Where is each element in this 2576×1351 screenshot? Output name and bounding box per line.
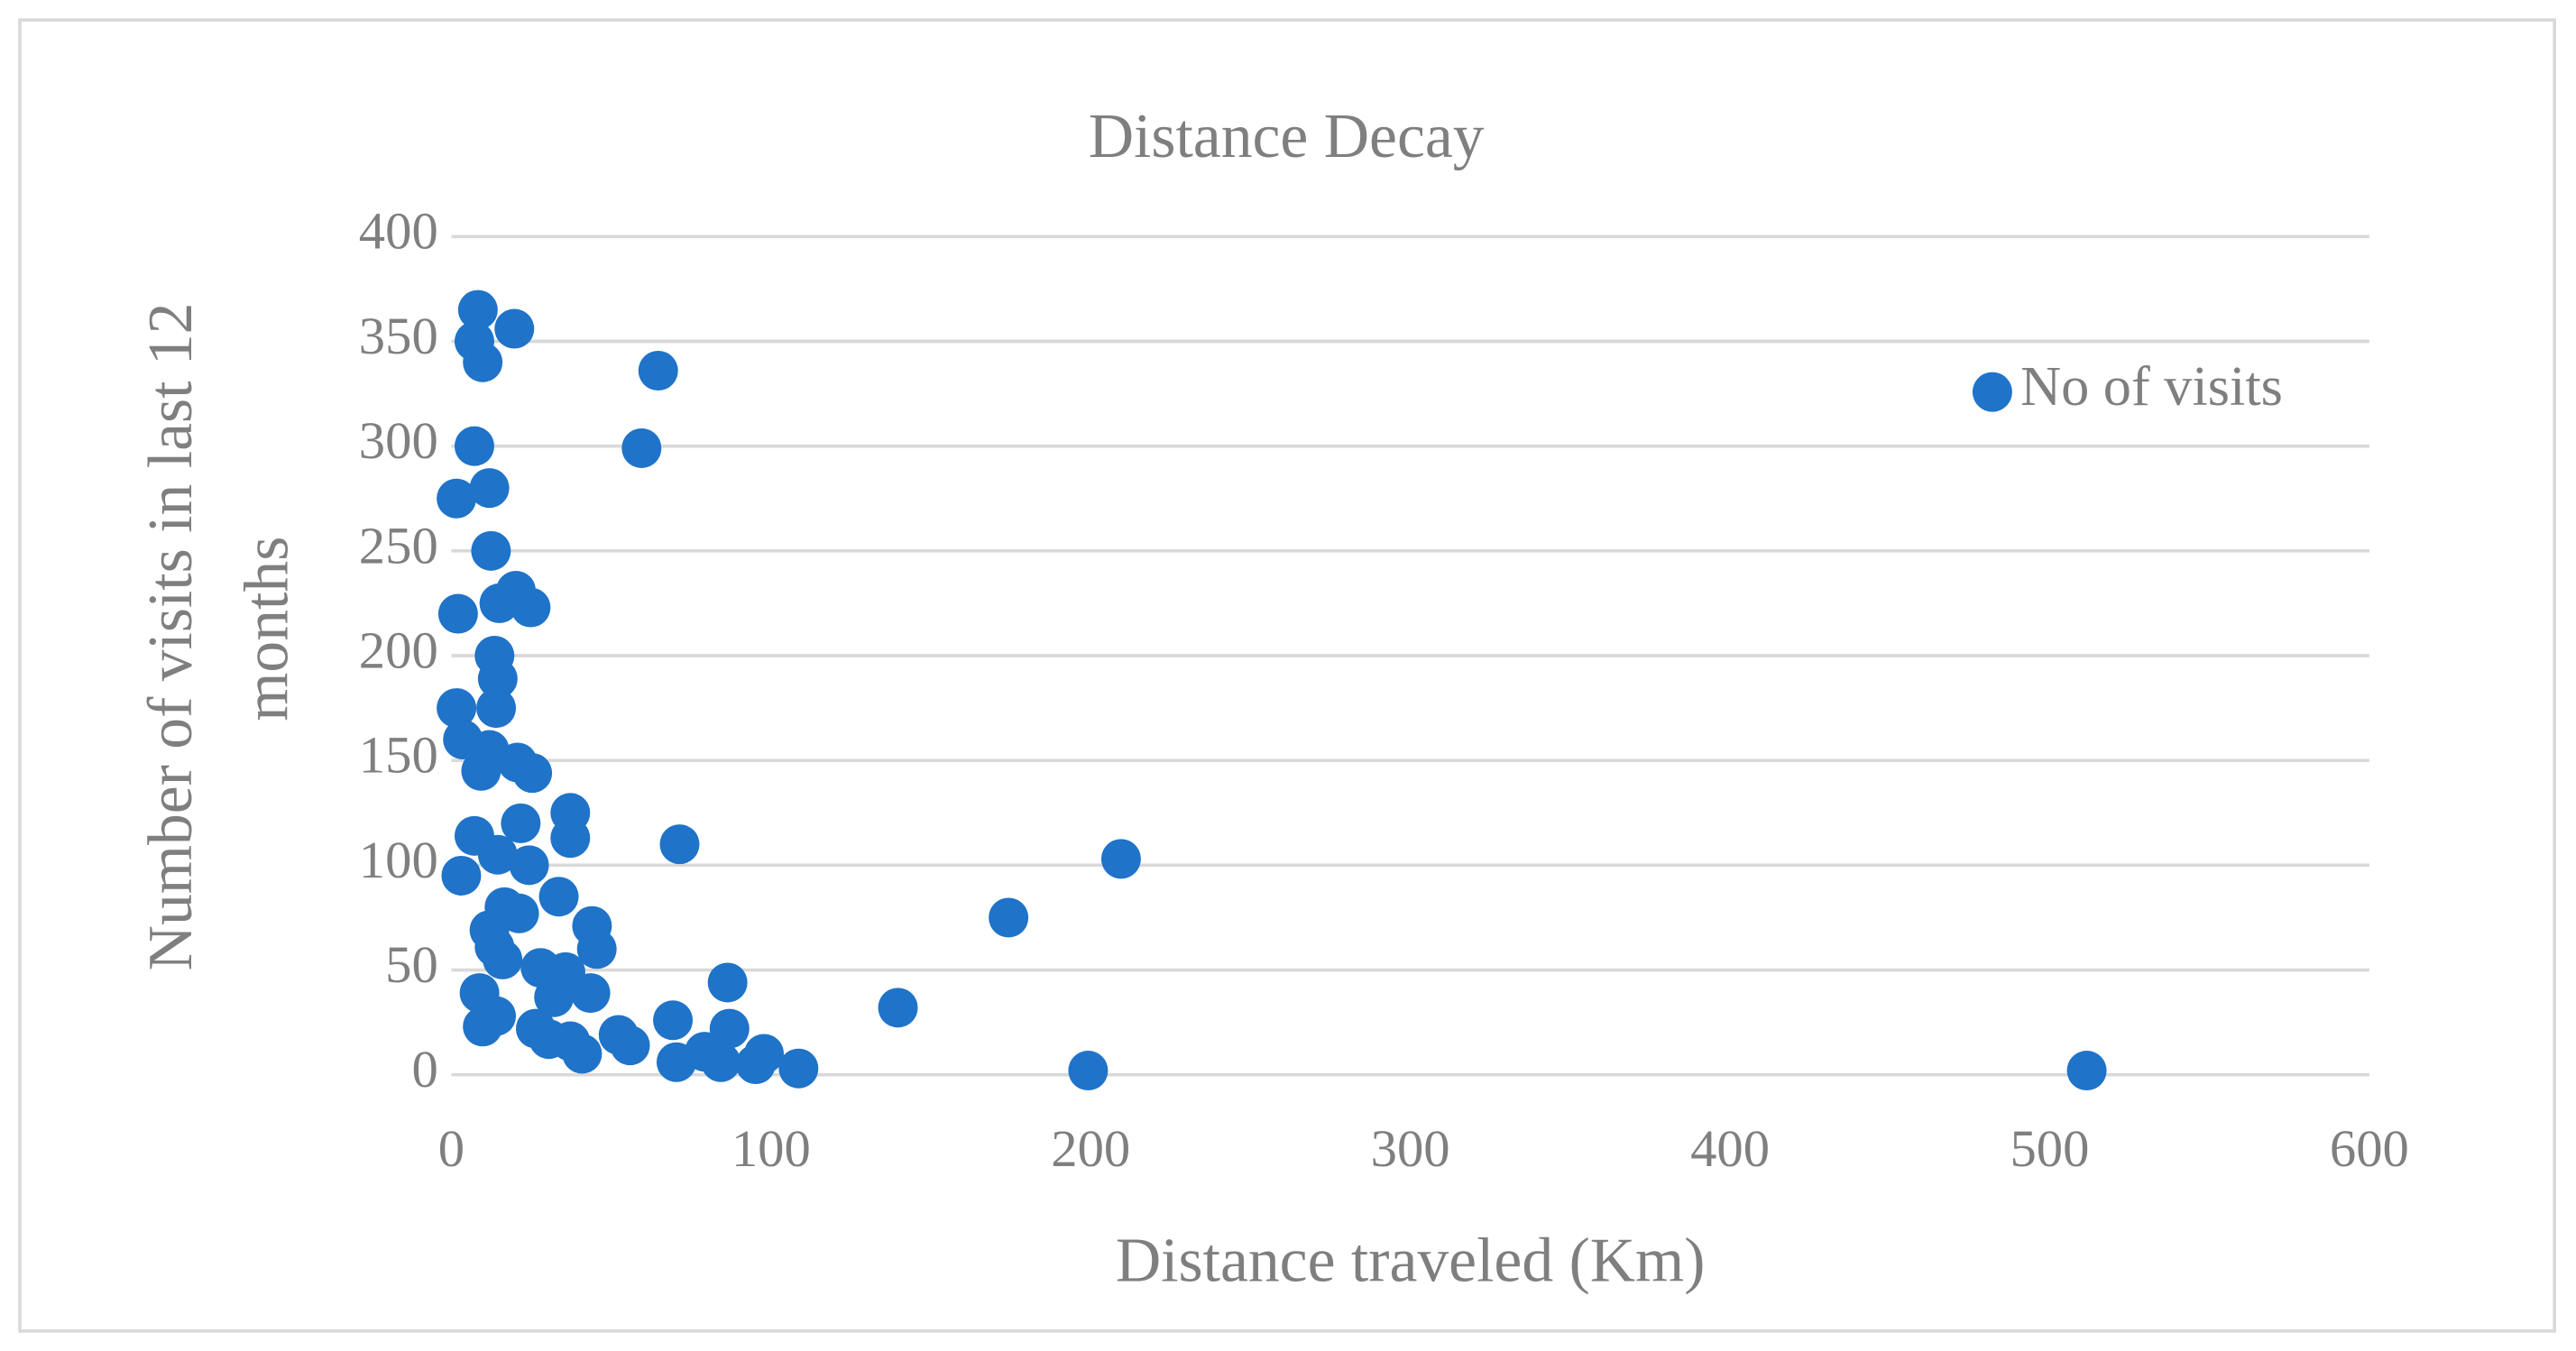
point	[701, 1042, 741, 1082]
y-tick-label: 250	[359, 516, 438, 574]
x-tick-label: 0	[438, 1119, 465, 1178]
chart-title: Distance Decay	[1089, 102, 1485, 171]
point	[437, 688, 477, 729]
legend-label: No of visits	[2020, 355, 2283, 418]
point	[469, 468, 510, 509]
point	[610, 1025, 650, 1066]
point	[509, 845, 549, 886]
y-tick-label: 200	[359, 620, 438, 679]
point	[471, 530, 511, 571]
point	[463, 342, 503, 382]
point	[570, 973, 611, 1014]
point	[659, 824, 700, 865]
point	[499, 893, 539, 933]
point	[476, 688, 517, 729]
point	[621, 427, 662, 468]
y-axis-label: Number of visits in last 12 months	[136, 302, 301, 970]
point	[457, 290, 498, 330]
point	[494, 308, 535, 349]
point	[638, 351, 678, 391]
point	[534, 977, 575, 1017]
point	[437, 478, 477, 519]
point	[707, 962, 748, 1003]
point	[463, 1006, 503, 1047]
point	[512, 753, 553, 794]
point	[461, 750, 501, 791]
point	[989, 897, 1029, 938]
y-tick-label: 50	[385, 935, 438, 994]
y-tick-label: 150	[359, 726, 438, 785]
point	[441, 855, 482, 896]
point	[501, 803, 541, 843]
x-axis-label: Distance traveled (Km)	[1116, 1226, 1706, 1295]
point	[483, 939, 523, 979]
legend-marker	[1972, 372, 2012, 412]
x-tick-label: 500	[2010, 1119, 2089, 1178]
point	[437, 593, 478, 634]
point	[778, 1048, 819, 1089]
point	[477, 658, 518, 699]
x-tick-label: 300	[1371, 1119, 1450, 1178]
point	[477, 834, 518, 875]
point	[576, 929, 617, 970]
point	[653, 1000, 694, 1041]
point	[709, 1008, 750, 1049]
point	[562, 1034, 603, 1074]
y-tick-label: 0	[411, 1040, 437, 1098]
point	[550, 818, 591, 859]
chart-border	[18, 18, 2557, 1333]
x-tick-label: 600	[2330, 1119, 2409, 1178]
point	[2066, 1051, 2107, 1091]
point	[454, 426, 494, 466]
point	[1068, 1051, 1109, 1091]
point	[735, 1044, 776, 1085]
x-tick-label: 200	[1051, 1119, 1130, 1178]
y-tick-label: 400	[359, 202, 438, 261]
point	[511, 587, 551, 628]
y-tick-label: 350	[359, 307, 438, 365]
x-tick-label: 100	[731, 1119, 811, 1178]
y-tick-label: 300	[359, 411, 438, 470]
y-tick-label: 100	[359, 831, 438, 889]
point	[1100, 839, 1141, 879]
point	[878, 988, 918, 1028]
point	[538, 877, 579, 917]
x-tick-label: 400	[1690, 1119, 1770, 1178]
